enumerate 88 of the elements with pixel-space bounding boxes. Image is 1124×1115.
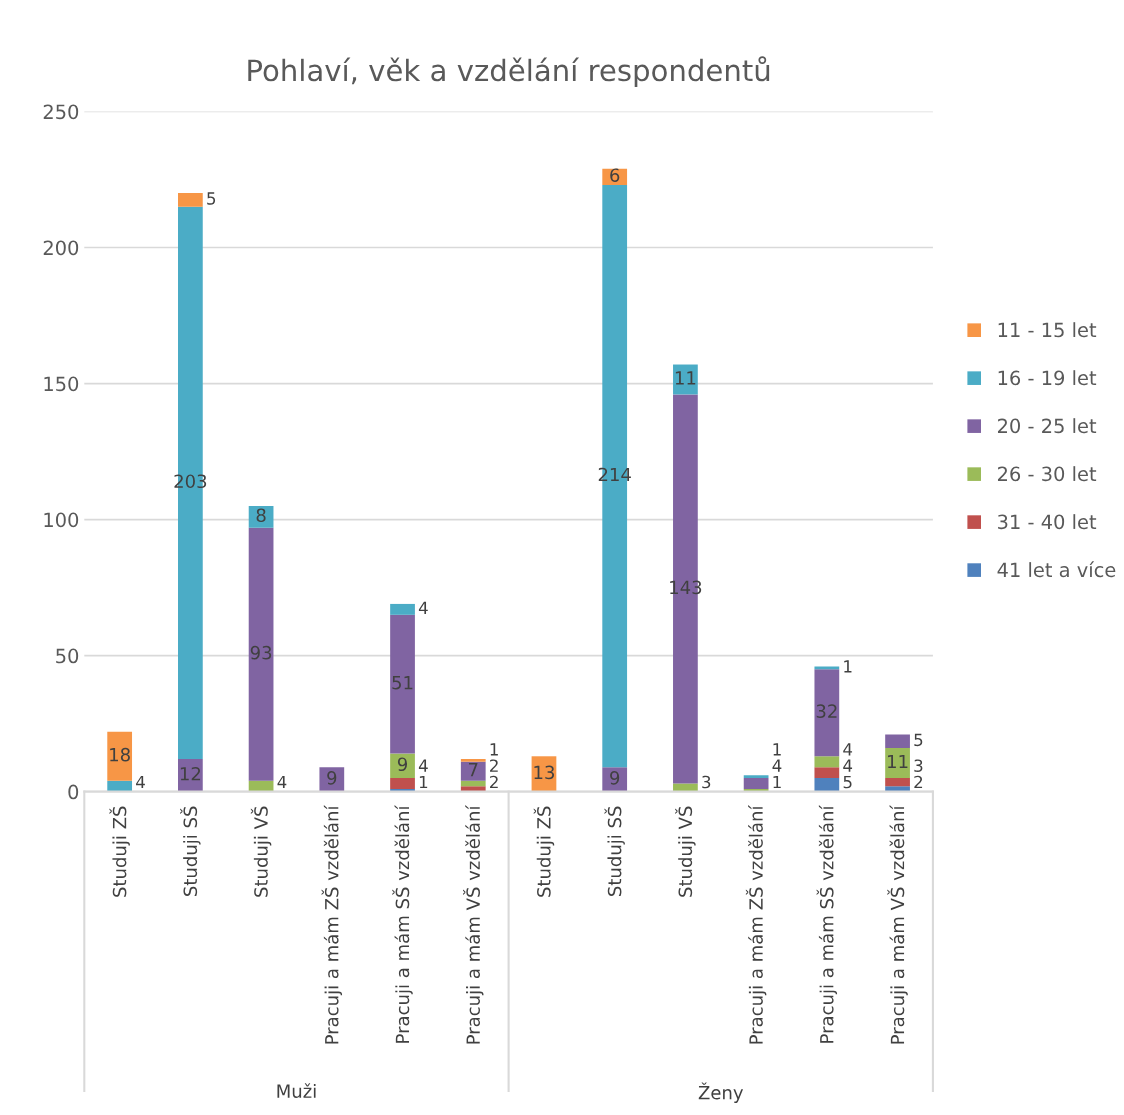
legend-label: 31 - 40 let: [998, 514, 1097, 530]
bar: [814, 756, 840, 768]
bar: [107, 780, 133, 792]
bar: [460, 786, 486, 792]
x-tick-label: Studuji SŠ: [604, 806, 625, 896]
data-label: 6: [610, 168, 620, 183]
data-label: 9: [327, 770, 337, 785]
bar: [743, 778, 769, 789]
bar: [673, 364, 698, 395]
data-label: 4: [772, 759, 782, 772]
data-label: 2: [490, 759, 498, 772]
data-label: 1: [773, 743, 781, 756]
data-label: 5: [914, 733, 923, 747]
data-label: 9: [397, 757, 408, 772]
data-label: 4: [418, 601, 428, 614]
chart-title: Pohlaví, věk a vzdělání respondentů: [248, 56, 770, 88]
bar: [602, 767, 628, 792]
bar: [814, 767, 840, 779]
bar: [885, 778, 910, 787]
data-label: 4: [418, 759, 428, 772]
data-label: 1: [773, 775, 781, 789]
bar: [460, 759, 486, 762]
data-label: 3: [702, 775, 711, 789]
x-tick-label: Pracuji a mám VŠ vzdělání: [463, 805, 484, 1044]
legend-label: 26 - 30 let: [997, 466, 1097, 482]
data-label: 32: [816, 704, 837, 718]
data-label: 51: [392, 676, 413, 690]
bar: [390, 603, 415, 615]
data-label: 1: [419, 775, 428, 789]
bar: [178, 193, 203, 207]
data-label: 11: [888, 754, 908, 769]
data-label: 18: [110, 747, 130, 762]
x-tick-label: Studuji VŠ: [250, 806, 272, 897]
bar: [319, 767, 345, 792]
y-tick-label: 0: [68, 784, 79, 800]
data-label: 4: [843, 743, 853, 756]
x-tick-label: Pracuji a mám ZŠ vzdělání: [321, 805, 343, 1044]
legend-label: 20 - 25 let: [997, 418, 1097, 434]
bar: [885, 786, 910, 792]
x-tick-label: Pracuji a mám SŠ vzdělání: [816, 805, 838, 1043]
bar: [673, 783, 698, 792]
bar: [814, 778, 840, 792]
data-label: 4: [277, 775, 287, 789]
data-label: 4: [136, 775, 145, 789]
bar: [390, 614, 415, 754]
data-label: 5: [207, 192, 216, 205]
legend-label: 16 - 19 let: [998, 370, 1097, 386]
bar: [460, 761, 486, 781]
x-tick-label: Studuji VŠ: [675, 806, 696, 897]
data-label: 1: [844, 660, 852, 673]
x-tick-label: Studuji ZŠ: [533, 806, 555, 897]
data-label: 2: [914, 775, 923, 789]
data-label: 1: [490, 743, 498, 756]
bar: [814, 669, 840, 757]
data-label: 4: [843, 759, 853, 772]
x-tick-label: Pracuji a mám SŠ vzdělání: [392, 805, 413, 1043]
bar: [107, 731, 133, 781]
x-tick-label: Studuji ZŠ: [109, 806, 130, 897]
bar: [743, 775, 769, 779]
data-label: 9: [610, 770, 620, 785]
legend-label: 11 - 15 let: [998, 322, 1097, 338]
data-label: 93: [250, 645, 272, 660]
text: Ženy: [698, 1082, 744, 1103]
data-label: 7: [468, 763, 478, 777]
x-tick-label: Pracuji a mám VŠ vzdělání: [887, 805, 908, 1044]
data-label: 8: [256, 508, 266, 523]
data-label: 3: [914, 759, 923, 772]
bar: [885, 748, 910, 779]
data-label: 2: [490, 775, 498, 789]
legend-label: 41 let a více: [997, 561, 1116, 578]
x-tick-label: Studuji SŠ: [180, 806, 201, 896]
y-tick-label: 50: [56, 648, 79, 664]
y-tick-label: 100: [44, 512, 79, 528]
y-tick-label: 200: [43, 240, 79, 256]
bar: [248, 527, 274, 781]
y-tick-label: 150: [44, 376, 79, 392]
y-tick-label: 250: [43, 104, 79, 120]
x-tick-label: Pracuji a mám ZŠ vzdělání: [745, 805, 767, 1044]
bar: [885, 734, 910, 749]
text: Muži: [277, 1083, 316, 1098]
data-label: 11: [675, 371, 696, 385]
bar: [460, 780, 486, 787]
data-label: 13: [534, 765, 555, 780]
bar: [390, 778, 415, 789]
data-label: 5: [843, 775, 852, 789]
bar: [390, 753, 415, 779]
bar: [178, 759, 203, 792]
data-label: 12: [180, 766, 201, 781]
